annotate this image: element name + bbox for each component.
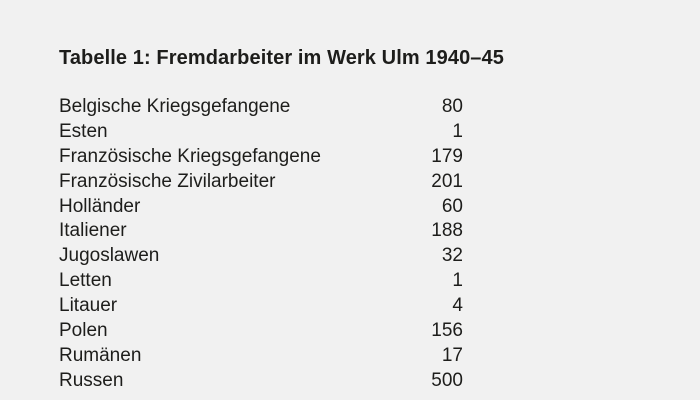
worker-count: 32: [441, 245, 463, 267]
nationality-label: Französische Zivilarbeiter: [59, 170, 276, 192]
nationality-label: Russen: [59, 369, 124, 391]
table-row: Holländer 60: [59, 195, 463, 220]
worker-count: 156: [431, 320, 463, 342]
worker-count: 4: [452, 295, 463, 317]
table-row: Litauer 4: [59, 294, 463, 319]
table-row: Jugoslawen 32: [59, 244, 463, 269]
nationality-label: Polen: [59, 320, 108, 342]
nationality-label: Italiener: [59, 220, 127, 242]
worker-count: 1: [452, 120, 463, 142]
table-row: Französische Kriegsgefangene 179: [59, 145, 463, 170]
nationality-label: Litauer: [59, 295, 118, 317]
worker-count: 17: [441, 344, 463, 366]
worker-count: 80: [441, 96, 463, 117]
worker-count: 179: [431, 145, 463, 167]
table-row: Letten 1: [59, 269, 463, 294]
nationality-label: Belgische Kriegsgefangene: [59, 96, 291, 117]
table-row: Polen 156: [59, 319, 463, 344]
worker-count: 60: [441, 195, 463, 217]
table-title: Tabelle 1: Fremdarbeiter im Werk Ulm 194…: [59, 47, 504, 69]
table-row: Französische Zivilarbeiter 201: [59, 170, 463, 195]
nationality-label: Holländer: [59, 195, 141, 217]
nationality-label: Französische Kriegsgefangene: [59, 145, 321, 167]
table-row: Rumänen 17: [59, 344, 463, 369]
nationality-label: Esten: [59, 120, 108, 142]
table-row: Belgische Kriegsgefangene 80: [59, 95, 463, 120]
table-row: Russen 500: [59, 369, 463, 394]
worker-count: 188: [431, 220, 463, 242]
table-row: Italiener 188: [59, 219, 463, 244]
workers-table: Belgische Kriegsgefangene 80 Esten 1 Fra…: [59, 95, 463, 394]
table-row: Esten 1: [59, 120, 463, 145]
nationality-label: Jugoslawen: [59, 245, 160, 267]
worker-count: 500: [431, 369, 463, 391]
nationality-label: Letten: [59, 270, 112, 292]
nationality-label: Rumänen: [59, 344, 142, 366]
worker-count: 1: [452, 270, 463, 292]
worker-count: 201: [431, 170, 463, 192]
